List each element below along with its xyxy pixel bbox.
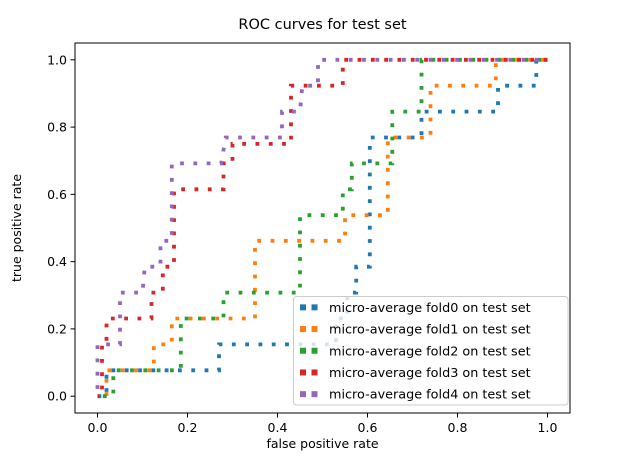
roc-curve-fold2 (97, 57, 548, 399)
y-tick-label: 0.8 (47, 120, 67, 135)
legend-marker-dot (300, 304, 306, 311)
legend-label: micro-average fold3 on test set (329, 366, 531, 381)
legend-marker-dot (300, 391, 306, 398)
x-tick-label: 0.6 (358, 420, 378, 435)
y-axis-label: true positive rate (9, 174, 24, 282)
roc-curves (95, 57, 548, 399)
x-tick-label: 0.8 (448, 420, 468, 435)
plot-border (74, 42, 571, 414)
x-tick-label: 0.4 (268, 420, 288, 435)
legend-marker-dot (311, 347, 318, 354)
x-tick-label: 0.0 (88, 420, 108, 435)
legend-item-fold2: micro-average fold2 on test set (300, 344, 531, 359)
roc-curve-fold3 (97, 57, 548, 399)
legend-item-fold4: micro-average fold4 on test set (300, 388, 531, 403)
legend-marker-dot (311, 369, 318, 376)
x-tick-label: 1.0 (538, 420, 558, 435)
roc-curve-fold1 (97, 57, 548, 399)
chart-title: ROC curves for test set (238, 17, 406, 33)
y-tick-label: 0.0 (47, 389, 67, 404)
roc-curve-fold0 (97, 57, 548, 399)
legend-item-fold1: micro-average fold1 on test set (300, 323, 531, 338)
legend-marker-dot (311, 304, 318, 311)
x-axis-label: false positive rate (266, 436, 378, 451)
legend: micro-average fold0 on test set micro-ave… (293, 296, 569, 406)
y-tick-label: 0.4 (47, 254, 67, 269)
y-axis: 0.0 0.2 0.4 0.6 0.8 1.0 (47, 52, 75, 404)
legend-frame (293, 296, 569, 406)
legend-item-fold0: micro-average fold0 on test set (300, 301, 531, 316)
y-tick-label: 0.6 (47, 187, 67, 202)
legend-marker-dot (300, 347, 306, 354)
legend-marker-dot (300, 369, 306, 376)
legend-label: micro-average fold1 on test set (329, 323, 531, 338)
legend-marker-dot (300, 326, 306, 333)
y-tick-label: 0.2 (47, 321, 67, 336)
legend-label: micro-average fold0 on test set (329, 301, 531, 316)
legend-marker-dot (311, 326, 318, 333)
x-tick-label: 0.2 (178, 420, 198, 435)
legend-item-fold3: micro-average fold3 on test set (300, 366, 531, 381)
x-axis: 0.0 0.2 0.4 0.6 0.8 1.0 (88, 413, 558, 435)
legend-marker-dot (311, 391, 318, 398)
y-tick-label: 1.0 (47, 52, 67, 67)
legend-label: micro-average fold4 on test set (329, 388, 531, 403)
legend-label: micro-average fold2 on test set (329, 344, 531, 359)
